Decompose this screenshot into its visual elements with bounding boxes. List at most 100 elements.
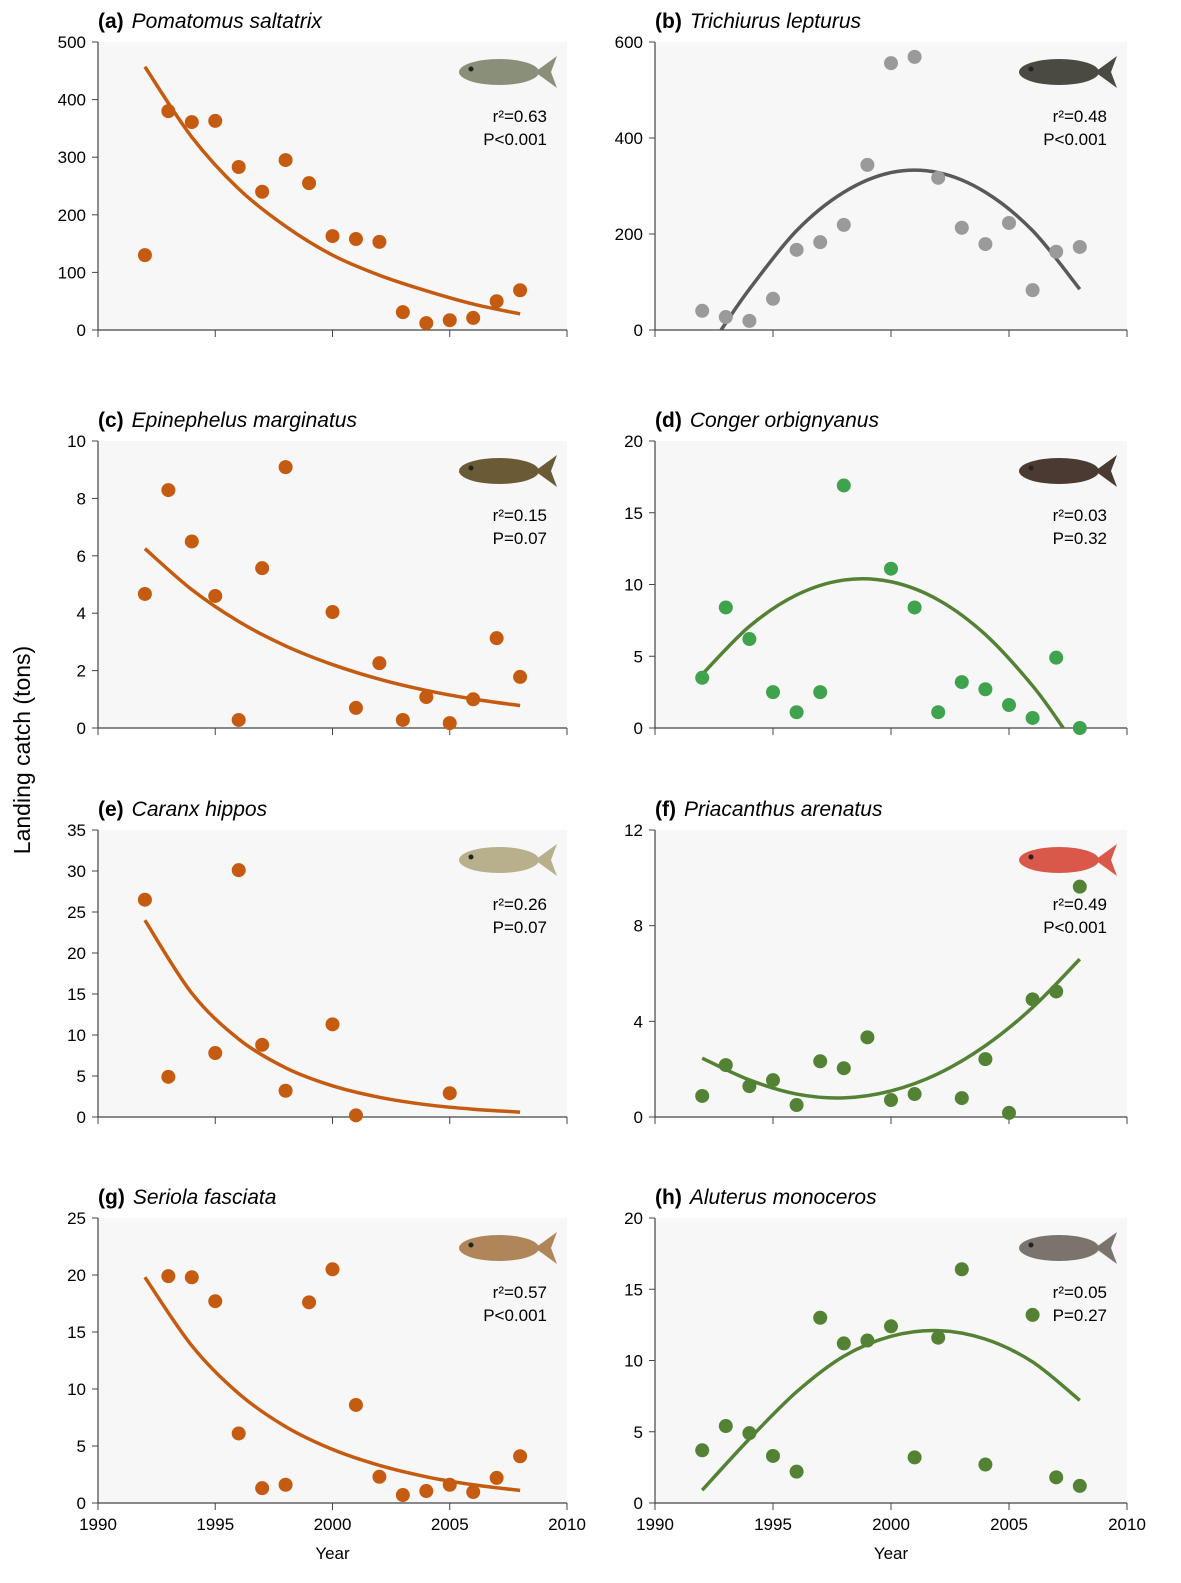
data-point [395, 305, 410, 320]
y-tick-label: 2 [77, 662, 86, 681]
fish-icon [459, 455, 557, 487]
data-point [325, 1262, 340, 1277]
fit-stat: r²=0.05 [1053, 1283, 1107, 1302]
fit-stat: P<0.001 [1043, 130, 1107, 149]
fish-eye [468, 854, 474, 860]
panel-label: (d) [655, 409, 682, 432]
fit-stat: r²=0.26 [493, 895, 547, 914]
fit-curve [701, 957, 1082, 1100]
data-point [954, 1262, 969, 1277]
data-point [325, 1017, 340, 1032]
data-point [931, 705, 946, 720]
panel-title: (d) Conger orbignyanus [655, 409, 879, 432]
species-name: Priacanthus arenatus [684, 798, 883, 821]
data-point [789, 1464, 804, 1479]
data-point [278, 460, 293, 475]
panel-title: (a) Pomatomus saltatrix [98, 10, 323, 33]
fit-curve [700, 1328, 1081, 1492]
fish-eye [468, 66, 474, 72]
panel-title: (e) Caranx hippos [98, 798, 268, 821]
data-point [884, 1319, 898, 1334]
fish-body [459, 847, 539, 873]
data-point [718, 310, 733, 325]
y-tick-label: 300 [58, 148, 86, 167]
fit-stat: r²=0.03 [1053, 506, 1107, 525]
data-point [907, 49, 922, 64]
data-point [395, 1488, 410, 1503]
x-tick-label: 2005 [990, 1515, 1028, 1534]
data-point [231, 863, 246, 878]
fish-tail [535, 56, 557, 88]
y-tick-label: 25 [67, 1209, 86, 1228]
data-point [372, 656, 387, 671]
fit-curve [700, 577, 1065, 730]
data-point [1049, 1470, 1064, 1485]
x-tick-label: 2005 [431, 1515, 469, 1534]
data-point [255, 1037, 270, 1052]
data-point [813, 235, 828, 250]
data-point [161, 1269, 176, 1284]
plot-area [98, 441, 567, 728]
fish-body [1019, 458, 1099, 484]
data-point [442, 716, 457, 731]
data-point [1072, 1478, 1087, 1493]
y-tick-label: 0 [634, 719, 643, 738]
data-point [466, 1485, 481, 1500]
panel-title: (c) Epinephelus marginatus [98, 409, 357, 432]
data-point [513, 283, 528, 298]
fit-curve [719, 168, 1082, 331]
data-point [1002, 1105, 1016, 1120]
panel-label: (h) [655, 1186, 682, 1209]
x-axis-label: Year [315, 1544, 350, 1563]
data-point [231, 159, 246, 174]
data-point [372, 234, 387, 249]
fish-tail [535, 1232, 557, 1264]
data-point [789, 1098, 804, 1113]
fish-body [1019, 1235, 1099, 1261]
data-point [489, 631, 504, 646]
x-tick-label: 2000 [314, 1515, 352, 1534]
y-tick-label: 20 [624, 432, 643, 451]
data-point [231, 1426, 246, 1441]
fit-curve [143, 65, 521, 316]
y-tick-label: 4 [634, 1012, 643, 1031]
data-point [348, 1108, 363, 1123]
data-point [278, 1477, 293, 1492]
data-point [1002, 215, 1016, 230]
fit-stat: P=0.32 [1053, 529, 1107, 548]
y-tick-label: 0 [77, 321, 86, 340]
fit-stat: P=0.07 [493, 529, 547, 548]
panel-title: (b) Trichiurus lepturus [655, 10, 861, 33]
y-tick-label: 30 [67, 862, 86, 881]
data-point [1025, 1307, 1040, 1322]
data-point [1072, 721, 1087, 735]
plot-area [98, 42, 567, 330]
species-name: Pomatomus saltatrix [132, 10, 324, 33]
data-point [489, 1470, 504, 1485]
y-tick-label: 10 [67, 1026, 86, 1045]
fish-icon [459, 56, 557, 88]
data-point [1072, 239, 1087, 254]
y-tick-label: 0 [77, 1494, 86, 1513]
y-tick-label: 8 [77, 489, 86, 508]
data-point [931, 1330, 946, 1345]
species-name: Conger orbignyanus [690, 409, 880, 432]
data-point [931, 170, 946, 185]
data-point [742, 1079, 757, 1094]
data-point [137, 586, 152, 601]
panel-title: (h) Aluterus monoceros [655, 1186, 877, 1209]
y-tick-label: 15 [624, 504, 643, 523]
data-point [766, 1448, 780, 1463]
fish-icon [459, 1232, 557, 1264]
data-point [255, 561, 270, 576]
panel-title: (g) Seriola fasciata [98, 1186, 276, 1209]
y-tick-label: 0 [634, 321, 643, 340]
fish-tail [535, 844, 557, 876]
data-point [836, 217, 851, 232]
data-point [907, 600, 922, 615]
data-point [954, 675, 969, 690]
y-tick-label: 5 [77, 1437, 86, 1456]
x-tick-label: 2010 [1108, 1515, 1146, 1534]
x-tick-label: 1990 [79, 1515, 117, 1534]
